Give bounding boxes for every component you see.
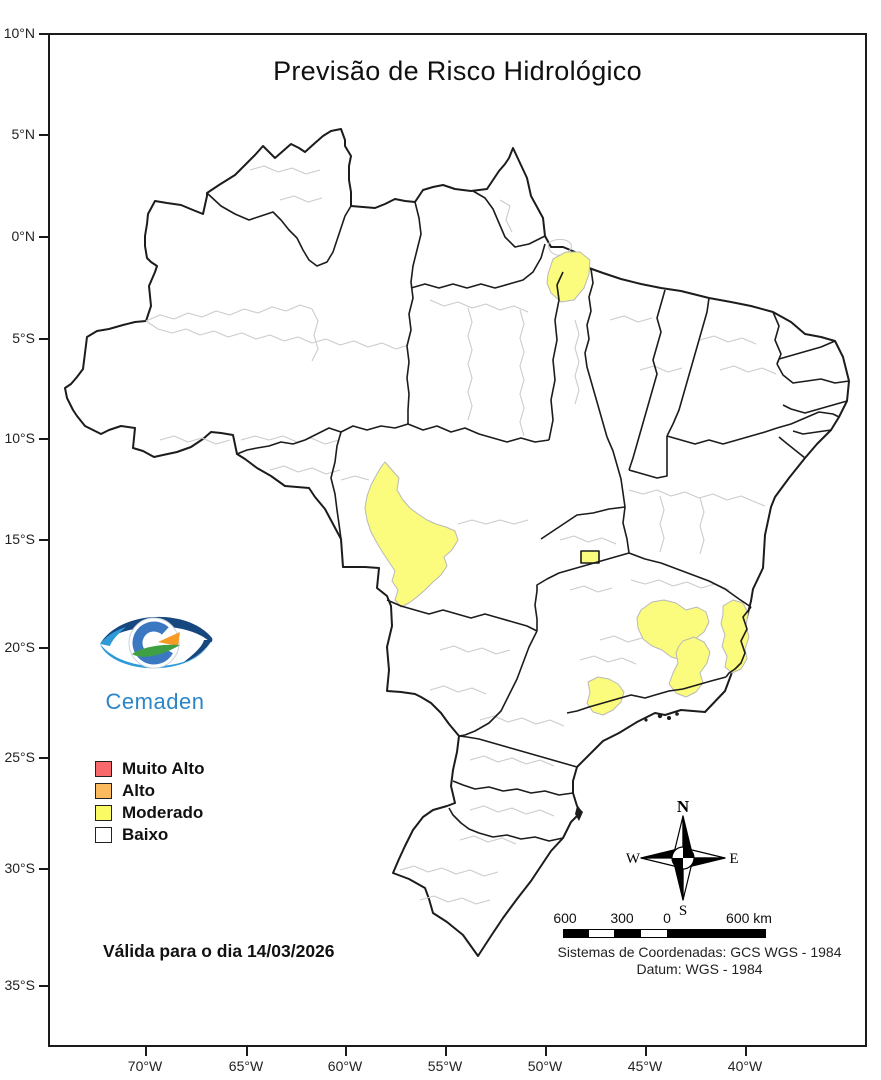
page-title: Previsão de Risco Hidrológico: [273, 56, 642, 86]
cemaden-logo-text: Cemaden: [105, 689, 205, 714]
lat-tick-label: 30°S: [4, 860, 35, 876]
scale-label: 300: [610, 910, 634, 926]
lat-tick-label: 5°S: [12, 330, 35, 346]
lat-tick-label: 0°N: [11, 228, 36, 244]
municipal-boundaries: [145, 165, 777, 905]
compass-w-label: W: [626, 851, 641, 867]
moderate-risk-region: [668, 636, 711, 698]
crs-line2: Datum: WGS - 1984: [636, 961, 763, 977]
legend-item-moderado: Moderado: [95, 802, 204, 824]
lon-tick-label: 60°W: [327, 1058, 363, 1074]
legend-item-baixo: Baixo: [95, 824, 204, 846]
legend-item-muito-alto: Muito Alto: [95, 758, 204, 780]
compass-s-label: S: [679, 903, 687, 919]
moderate-risk-region-df: [580, 550, 600, 564]
lat-tick-label: 10°N: [3, 25, 35, 41]
moderate-risk-regions: [364, 251, 750, 716]
lon-tick-label: 55°W: [427, 1058, 463, 1074]
cemaden-eye-icon: [100, 616, 213, 669]
baixo-swatch: [95, 827, 112, 843]
cemaden-logo: Cemaden: [92, 598, 218, 715]
moderate-risk-region: [720, 599, 750, 674]
lat-tick-label: 35°S: [4, 977, 35, 993]
lat-tick-label: 15°S: [4, 531, 35, 547]
lon-tick-label: 50°W: [527, 1058, 563, 1074]
lon-tick-label: 45°W: [627, 1058, 663, 1074]
validity-date-text: Válida para o dia 14/03/2026: [103, 941, 335, 961]
scale-label: 600 km: [726, 910, 772, 926]
lat-tick-label: 5°N: [11, 126, 36, 142]
scale-bar: [563, 929, 766, 938]
state-boundaries: [206, 190, 850, 842]
risk-legend: Muito Alto Alto Moderado Baixo: [95, 758, 204, 846]
coordinate-system-text: Sistemas de Coordenadas: GCS WGS - 1984 …: [527, 944, 872, 978]
lat-tick-label: 20°S: [4, 639, 35, 655]
lat-tick-label: 25°S: [4, 749, 35, 765]
crs-line1: Sistemas de Coordenadas: GCS WGS - 1984: [557, 944, 842, 960]
legend-label: Alto: [122, 781, 156, 800]
lat-tick-label: 10°S: [4, 430, 35, 446]
muito-alto-swatch: [95, 761, 112, 777]
compass-rose: N S W E: [625, 795, 745, 926]
lon-tick-label: 70°W: [127, 1058, 163, 1074]
alto-swatch: [95, 783, 112, 799]
legend-label: Muito Alto: [122, 759, 205, 778]
legend-label: Baixo: [122, 825, 169, 844]
legend-item-alto: Alto: [95, 780, 204, 802]
moderado-swatch: [95, 805, 112, 821]
compass-n-label: N: [677, 797, 690, 816]
scale-label: 0: [663, 910, 671, 926]
legend-label: Moderado: [122, 803, 204, 822]
compass-icon: N S W E: [626, 797, 739, 919]
lon-tick-label: 65°W: [228, 1058, 264, 1074]
coastal-islands: [575, 712, 679, 821]
moderate-risk-region: [364, 461, 459, 608]
compass-e-label: E: [729, 851, 738, 867]
lon-tick-label: 40°W: [727, 1058, 763, 1074]
scale-label: 600: [553, 910, 577, 926]
